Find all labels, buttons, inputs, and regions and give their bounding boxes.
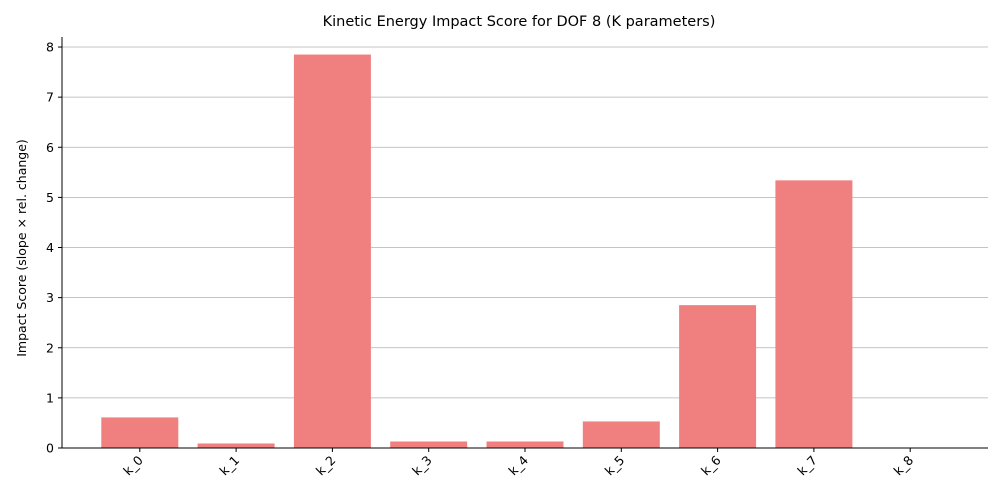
y-tick-label: 3 [46,290,54,305]
y-tick-label: 1 [46,390,54,405]
y-tick-label: 7 [46,90,54,105]
bar-k-6 [679,305,757,448]
bar-k-3 [390,441,468,448]
chart-title: Kinetic Energy Impact Score for DOF 8 (K… [323,14,716,30]
y-tick-label: 6 [46,140,54,155]
x-tick-label: k_3 [409,453,435,479]
bar-k-1 [197,443,275,448]
y-tick-label: 4 [46,240,54,255]
y-axis-label: Impact Score (slope × rel. change) [14,139,29,357]
x-tick-label: k_7 [794,453,820,479]
x-tick-label: k_1 [216,453,242,479]
bar-k-7 [775,180,853,448]
x-tick-label: k_4 [505,452,531,478]
x-ticks: k_0 k_1 k_2 k_3 k_4 k_5 k_6 k_7 k_8 [120,448,916,478]
x-tick-label: k_2 [313,453,339,479]
y-tick-label: 8 [46,40,54,55]
bars [101,54,853,448]
grid-lines [62,46,988,449]
bar-k-4 [486,441,564,448]
x-tick-label: k_5 [602,453,628,479]
y-ticks: 0 1 2 3 4 5 6 7 8 [46,40,62,456]
bar-k-2 [293,54,371,448]
y-tick-label: 5 [46,190,54,205]
x-tick-label: k_0 [120,452,146,478]
y-tick-label: 0 [46,441,54,456]
x-tick-label: k_6 [698,452,724,478]
bar-k-0 [101,417,179,448]
x-tick-label: k_8 [891,452,917,478]
bar-k-5 [582,421,660,448]
y-tick-label: 2 [46,340,54,355]
